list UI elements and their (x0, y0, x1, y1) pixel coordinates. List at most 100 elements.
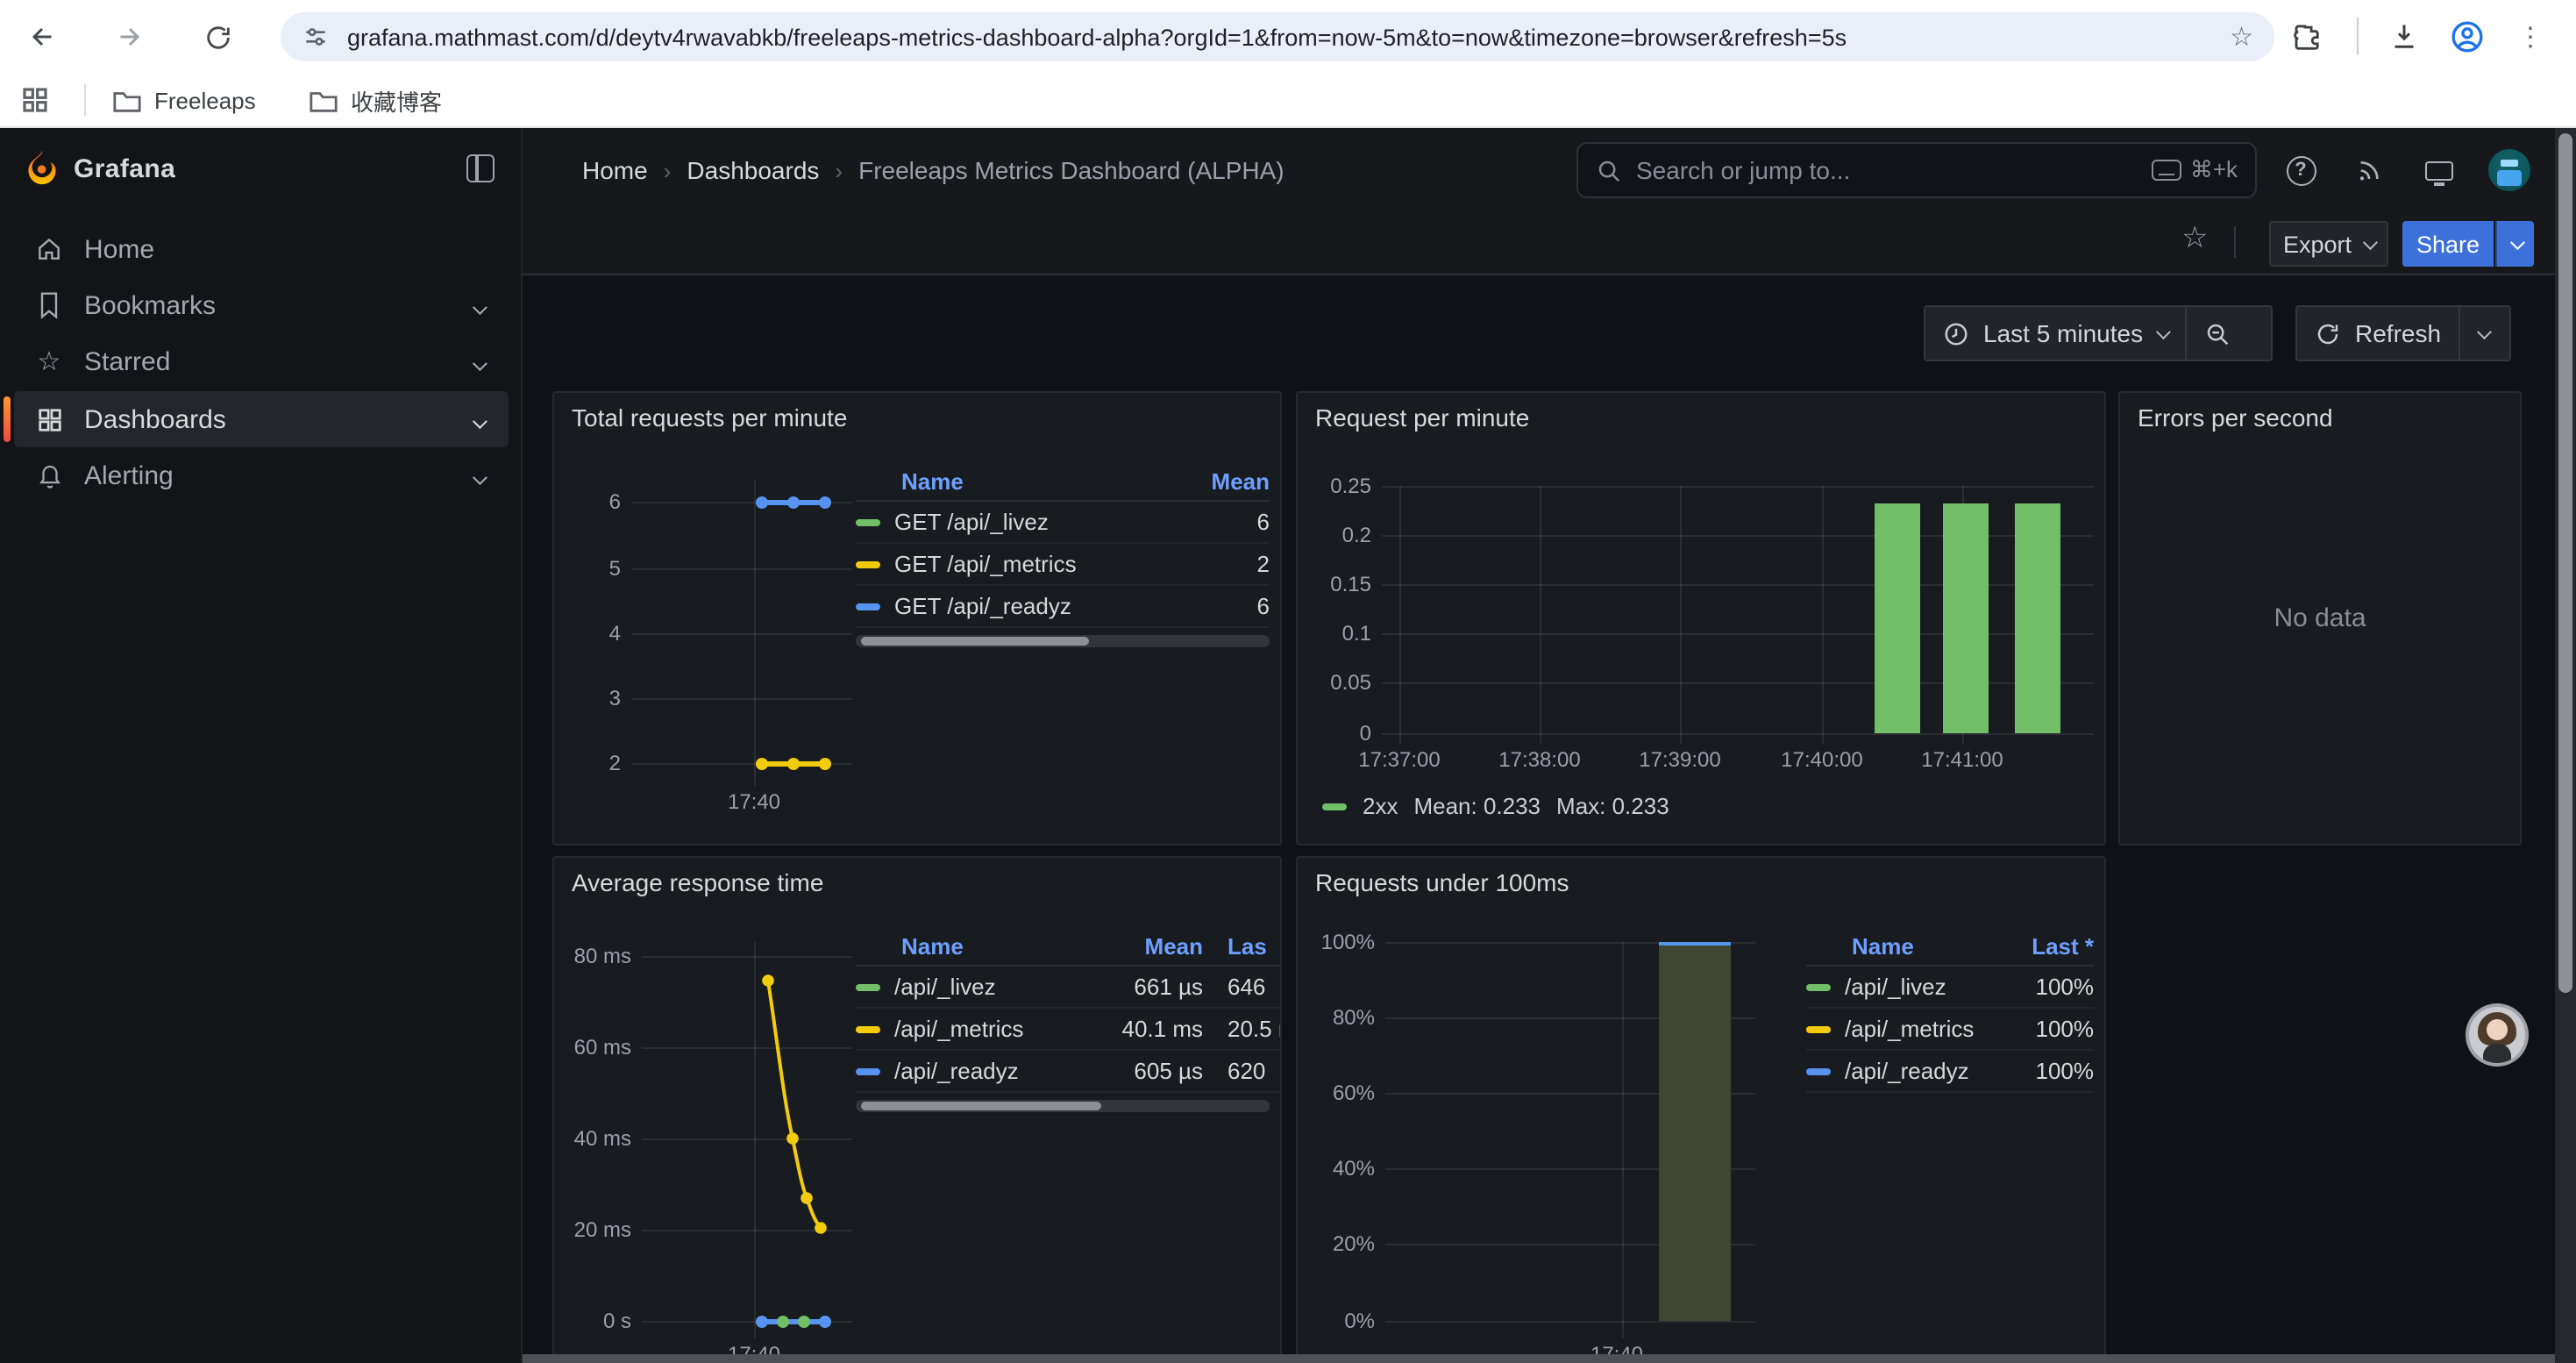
share-dropdown-button[interactable] (2495, 221, 2534, 267)
chevron-down-icon[interactable] (472, 290, 487, 320)
legend-col-name[interactable]: Name (901, 468, 964, 495)
y-tick: 40% (1332, 1156, 1375, 1181)
bookmark-star-icon[interactable]: ☆ (2230, 23, 2253, 53)
refresh-button[interactable]: Refresh (2297, 307, 2459, 360)
y-tick: 0.15 (1330, 572, 1371, 596)
chevron-down-icon[interactable] (472, 404, 487, 434)
sidebar: Grafana Home Bookmarks ☆ Starred (0, 128, 523, 1363)
legend-row[interactable]: /api/_metrics 40.1 ms 20.5 r (856, 1009, 1280, 1051)
sidebar-collapse-icon[interactable] (466, 154, 495, 182)
site-settings-icon[interactable] (302, 23, 330, 51)
series-curve-metrics (762, 974, 827, 1234)
gridline (1382, 535, 2094, 537)
sidebar-item-alerting[interactable]: Alerting (14, 447, 509, 503)
series-name: /api/_metrics (894, 1016, 1024, 1042)
legend-scrollbar[interactable] (856, 1100, 1270, 1112)
bookmark-folder-blogs[interactable]: 收藏博客 (309, 81, 442, 119)
search-input[interactable]: Search or jump to... ⌘+k (1576, 142, 2257, 198)
legend-scrollbar[interactable] (856, 635, 1270, 647)
legend-header: Name Mean Las (856, 928, 1280, 967)
panel-title[interactable]: Requests under 100ms (1315, 868, 1569, 896)
news-rss-icon[interactable] (2348, 149, 2390, 191)
series-name: GET /api/_readyz (894, 593, 1071, 619)
breadcrumb-dashboards[interactable]: Dashboards (687, 156, 820, 184)
legend-col-last[interactable]: Las (1228, 933, 1267, 960)
refresh-interval-dropdown[interactable] (2459, 307, 2506, 360)
legend-col-last[interactable]: Last * (2032, 933, 2094, 960)
series-mean: 661 µs (1134, 974, 1203, 1000)
series-last: 100% (2035, 1058, 2095, 1084)
x-tick: 17:40 (727, 789, 781, 814)
address-bar[interactable]: grafana.mathmast.com/d/deytv4rwavabkb/fr… (281, 12, 2274, 61)
sidebar-item-starred[interactable]: ☆ Starred (14, 333, 509, 389)
panel-title[interactable]: Errors per second (2138, 403, 2333, 432)
breadcrumb-separator: › (663, 157, 672, 183)
series-name: /api/_livez (1845, 974, 1946, 1000)
home-icon (35, 235, 63, 263)
series-last: 20.5 r (1228, 1016, 1280, 1042)
series-last: 620 (1228, 1058, 1266, 1084)
legend-row[interactable]: /api/_readyz 605 µs 620 (856, 1051, 1280, 1093)
browser-menu-icon[interactable]: ⋮ (2517, 23, 2544, 53)
legend-col-mean[interactable]: Mean (1144, 933, 1203, 960)
reload-icon[interactable] (195, 14, 240, 60)
panel-title[interactable]: Average response time (572, 868, 824, 896)
chevron-down-icon[interactable] (472, 346, 487, 376)
legend-row[interactable]: /api/_livez 100% (1806, 967, 2094, 1009)
panel-title[interactable]: Total requests per minute (572, 403, 848, 432)
series-mean: 6 (1256, 509, 1270, 535)
favorite-star-icon[interactable]: ☆ (2181, 221, 2209, 254)
panel-total-requests-per-minute: Total requests per minute 6 5 4 3 2 17:4… (552, 391, 1282, 846)
data-point (798, 1316, 810, 1328)
series-mean: 2 (1256, 551, 1270, 577)
url-text[interactable]: grafana.mathmast.com/d/deytv4rwavabkb/fr… (347, 24, 1847, 50)
page-scrollbar-horizontal[interactable] (523, 1354, 2555, 1363)
kiosk-monitor-icon[interactable] (2418, 149, 2460, 191)
bookmark-folder-freeleaps[interactable]: Freeleaps (112, 81, 256, 119)
breadcrumb-separator: › (835, 157, 843, 183)
y-tick: 0 s (602, 1309, 631, 1333)
legend-col-mean[interactable]: Mean (1211, 468, 1270, 495)
share-button[interactable]: Share (2402, 221, 2494, 267)
profile-icon[interactable] (2444, 14, 2490, 60)
time-range-picker[interactable]: Last 5 minutes (1925, 307, 2185, 360)
sidebar-item-home[interactable]: Home (14, 221, 509, 277)
export-button[interactable]: Export (2269, 221, 2388, 267)
data-point (787, 496, 800, 509)
series-swatch (1806, 1025, 1831, 1032)
user-avatar[interactable] (2488, 149, 2530, 191)
breadcrumb-home[interactable]: Home (582, 156, 648, 184)
legend-table: Name Mean GET /api/_livez 6 GET /api/_me… (856, 463, 1270, 647)
page-scrollbar-vertical[interactable] (2555, 128, 2576, 1363)
floating-assistant-avatar[interactable] (2469, 1007, 2525, 1063)
legend-row[interactable]: GET /api/_livez 6 (856, 502, 1270, 544)
legend-row[interactable]: GET /api/_metrics 2 (856, 544, 1270, 586)
gridline (1680, 486, 1682, 744)
back-icon[interactable] (19, 14, 65, 60)
series-name: 2xx (1363, 793, 1398, 819)
legend-col-name[interactable]: Name (1852, 933, 1914, 960)
help-icon[interactable]: ? (2280, 149, 2322, 191)
legend-row[interactable]: /api/_metrics 100% (1806, 1009, 2094, 1051)
grafana-logo[interactable] (23, 149, 61, 188)
sidebar-item-bookmarks[interactable]: Bookmarks (14, 277, 509, 333)
panel-requests-under-100ms: Requests under 100ms 100% 80% 60% 40% 20… (1296, 856, 2106, 1363)
gridline (631, 633, 852, 635)
panel-title[interactable]: Request per minute (1315, 403, 1530, 432)
extensions-icon[interactable] (2285, 14, 2330, 60)
legend-row[interactable]: /api/_readyz 100% (1806, 1051, 2094, 1093)
apps-grid-icon[interactable] (21, 81, 49, 119)
refresh-label: Refresh (2355, 319, 2442, 347)
chevron-down-icon[interactable] (472, 460, 487, 490)
legend-row[interactable]: /api/_livez 661 µs 646 (856, 967, 1280, 1009)
legend-inline[interactable]: 2xx Mean: 0.233 Max: 0.233 (1322, 793, 1669, 819)
search-icon (1596, 157, 1622, 183)
legend-col-name[interactable]: Name (901, 933, 964, 960)
series-last: 646 (1228, 974, 1266, 1000)
sidebar-item-dashboards[interactable]: Dashboards (4, 391, 509, 447)
legend-row[interactable]: GET /api/_readyz 6 (856, 586, 1270, 628)
panel-average-response-time: Average response time 80 ms 60 ms 40 ms … (552, 856, 1282, 1363)
zoom-out-button[interactable] (2185, 307, 2248, 360)
downloads-icon[interactable] (2381, 14, 2427, 60)
forward-icon[interactable] (107, 14, 153, 60)
